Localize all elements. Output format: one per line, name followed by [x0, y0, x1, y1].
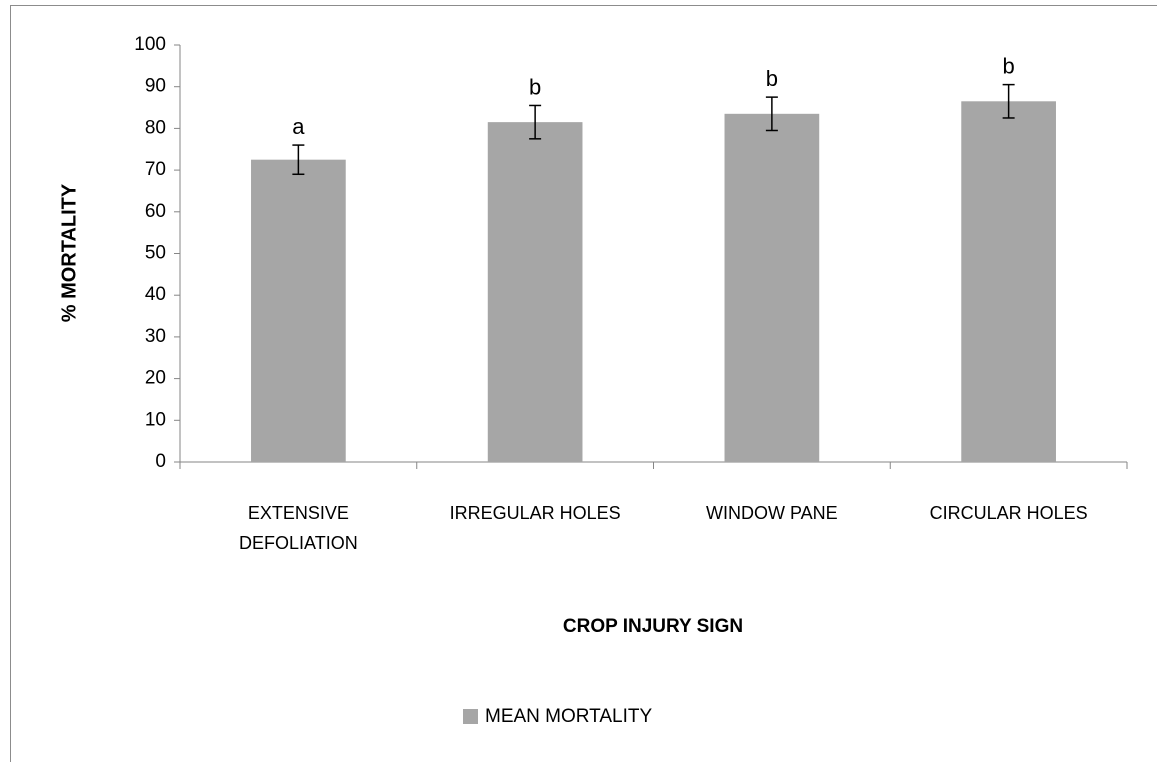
chart-border: [10, 5, 1157, 762]
error-bar: [765, 96, 778, 132]
bar: [961, 101, 1056, 463]
significance-label: b: [766, 66, 778, 91]
error-bar: [1002, 83, 1015, 119]
y-tick-label: 40: [145, 284, 166, 305]
y-tick-label: 100: [134, 34, 166, 55]
y-tick-label: 90: [145, 76, 166, 97]
bar: [724, 113, 820, 463]
y-tick-label: 0: [155, 451, 166, 472]
y-tick-label: 50: [145, 243, 166, 264]
y-tick-label: 70: [145, 159, 166, 180]
y-tick-label: 20: [145, 368, 166, 389]
legend-swatch: [463, 709, 478, 724]
significance-label: b: [1003, 53, 1015, 78]
y-tick-label: 10: [145, 409, 166, 430]
x-tick-label: CIRCULAR HOLES: [929, 503, 1088, 523]
y-tick-label: 30: [145, 326, 166, 347]
x-tick-label: EXTENSIVE DEFOLIATION: [239, 503, 358, 553]
bar: [487, 122, 583, 463]
significance-label: b: [529, 74, 541, 99]
x-axis-title: CROP INJURY SIGN: [563, 616, 743, 637]
x-tick-label: WINDOW PANE: [706, 503, 838, 523]
x-tick-label: IRREGULAR HOLES: [449, 503, 621, 523]
error-bar: [292, 144, 305, 176]
error-bar: [529, 104, 542, 140]
y-tick-label: 80: [145, 117, 166, 138]
legend-label: MEAN MORTALITY: [485, 706, 652, 727]
y-axis-title: % MORTALITY: [58, 183, 80, 322]
significance-label: a: [292, 114, 305, 139]
bar: [251, 159, 346, 463]
y-tick-label: 60: [145, 201, 166, 222]
